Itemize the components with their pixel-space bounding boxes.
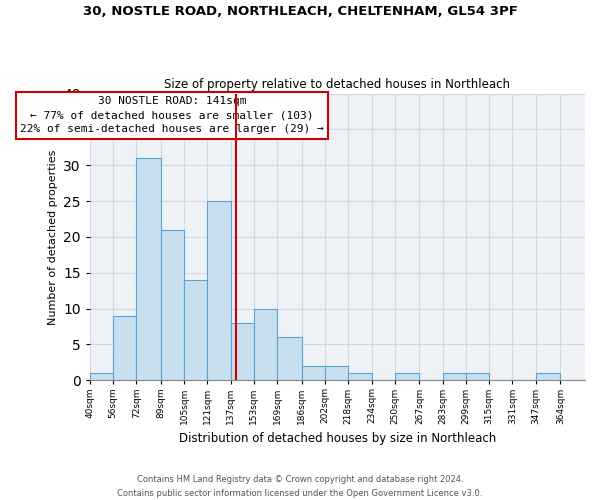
- Bar: [113, 316, 136, 380]
- Text: 30 NOSTLE ROAD: 141sqm
← 77% of detached houses are smaller (103)
22% of semi-de: 30 NOSTLE ROAD: 141sqm ← 77% of detached…: [20, 96, 324, 134]
- Text: Contains HM Land Registry data © Crown copyright and database right 2024.
Contai: Contains HM Land Registry data © Crown c…: [118, 476, 482, 498]
- Bar: [325, 366, 349, 380]
- Bar: [302, 366, 325, 380]
- Title: Size of property relative to detached houses in Northleach: Size of property relative to detached ho…: [164, 78, 511, 91]
- Bar: [208, 201, 230, 380]
- Bar: [161, 230, 184, 380]
- Bar: [230, 323, 254, 380]
- X-axis label: Distribution of detached houses by size in Northleach: Distribution of detached houses by size …: [179, 432, 496, 445]
- Bar: [136, 158, 161, 380]
- Bar: [536, 373, 560, 380]
- Bar: [466, 373, 489, 380]
- Y-axis label: Number of detached properties: Number of detached properties: [47, 150, 58, 324]
- Bar: [184, 280, 208, 380]
- Bar: [277, 338, 302, 380]
- Bar: [90, 373, 113, 380]
- Bar: [254, 308, 277, 380]
- Text: 30, NOSTLE ROAD, NORTHLEACH, CHELTENHAM, GL54 3PF: 30, NOSTLE ROAD, NORTHLEACH, CHELTENHAM,…: [83, 5, 517, 18]
- Bar: [349, 373, 371, 380]
- Bar: [395, 373, 419, 380]
- Bar: [443, 373, 466, 380]
